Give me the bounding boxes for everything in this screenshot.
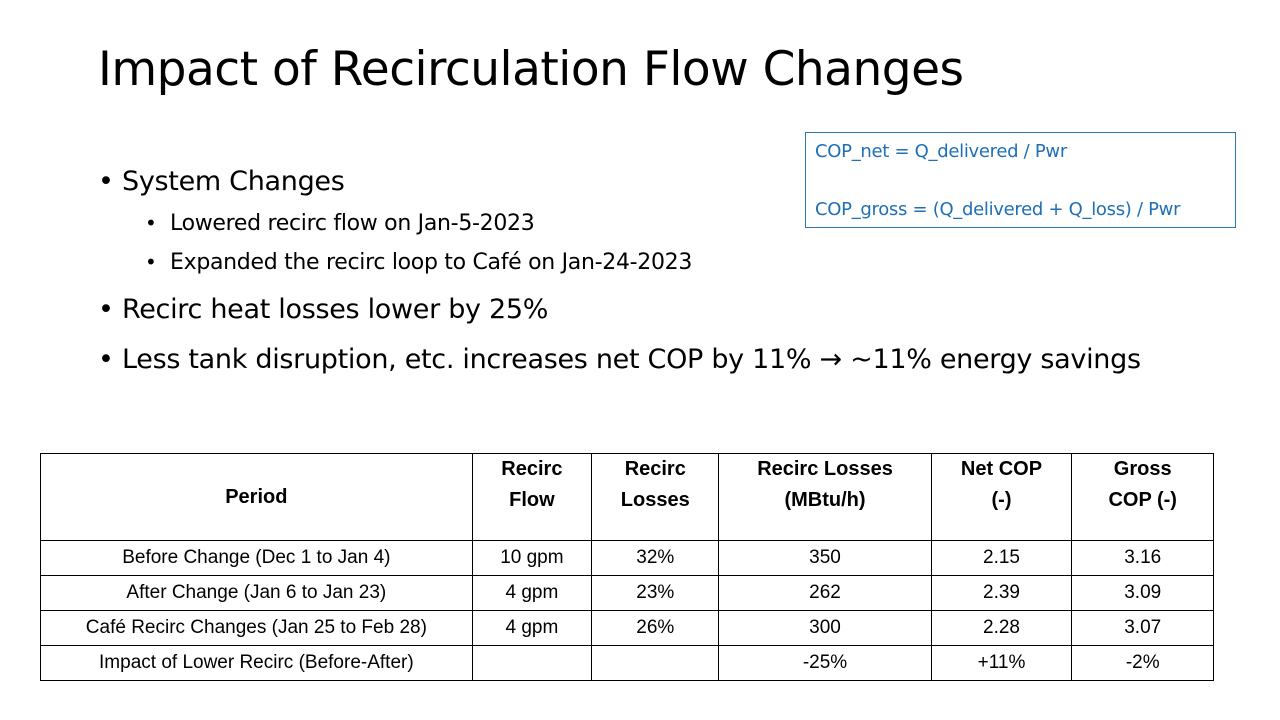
header-line: Gross: [1113, 458, 1172, 480]
cell-gross-cop: -2%: [1071, 645, 1214, 681]
header-period: Period: [40, 453, 473, 541]
cell-gross-cop: 3.09: [1071, 575, 1214, 611]
cell-losses: 26%: [591, 610, 720, 646]
header-line: (MBtu/h): [784, 489, 866, 511]
cell-mbtu: 350: [718, 540, 932, 576]
table-row: Before Change (Dec 1 to Jan 4) 10 gpm 32…: [40, 540, 1214, 576]
table-header-row: Period Recirc Flow Recirc Losses Recirc …: [40, 453, 1214, 541]
slide-title: Impact of Recirculation Flow Changes: [98, 42, 964, 97]
cell-losses: 23%: [591, 575, 720, 611]
cell-mbtu: 262: [718, 575, 932, 611]
header-recirc-losses: Recirc Losses: [591, 453, 720, 541]
bullet-dot: •: [98, 344, 114, 375]
cop-net-formula: COP_net = Q_delivered / Pwr: [815, 141, 1067, 162]
table-row: Impact of Lower Recirc (Before-After) -2…: [40, 645, 1214, 681]
cell-period: After Change (Jan 6 to Jan 23): [40, 575, 473, 611]
cell-losses: [591, 645, 720, 681]
bullet-dot: •: [98, 294, 114, 325]
cop-gross-formula: COP_gross = (Q_delivered + Q_loss) / Pwr: [815, 199, 1181, 220]
cell-gross-cop: 3.07: [1071, 610, 1214, 646]
header-recirc-losses-mbtu: Recirc Losses (MBtu/h): [718, 453, 932, 541]
bullet-dot: •: [145, 250, 157, 274]
bullet-heat-losses: • Recirc heat losses lower by 25%: [98, 294, 549, 325]
header-net-cop: Net COP (-): [930, 453, 1073, 541]
header-line: (-): [991, 489, 1012, 511]
cell-flow: [471, 645, 593, 681]
cell-net-cop: 2.39: [930, 575, 1073, 611]
cell-period: Café Recirc Changes (Jan 25 to Feb 28): [40, 610, 473, 646]
bullet-system-changes: • System Changes: [98, 166, 345, 197]
cell-mbtu: 300: [718, 610, 932, 646]
cell-net-cop: 2.28: [930, 610, 1073, 646]
header-recirc-flow: Recirc Flow: [471, 453, 593, 541]
bullet-text: Recirc heat losses lower by 25%: [122, 294, 549, 325]
sub-bullet-expanded-loop: • Expanded the recirc loop to Café on Ja…: [145, 250, 693, 275]
cell-gross-cop: 3.16: [1071, 540, 1214, 576]
sub-bullet-lowered-flow: • Lowered recirc flow on Jan-5-2023: [145, 211, 535, 236]
header-gross-cop: Gross COP (-): [1071, 453, 1214, 541]
cell-flow: 4 gpm: [471, 575, 593, 611]
table-row: Café Recirc Changes (Jan 25 to Feb 28) 4…: [40, 610, 1214, 646]
header-line: Recirc: [501, 458, 563, 480]
cell-flow: 10 gpm: [471, 540, 593, 576]
header-line: Net COP: [960, 458, 1043, 480]
bullet-text: Less tank disruption, etc. increases net…: [122, 344, 1141, 375]
header-line: Flow: [509, 489, 555, 511]
header-line: Losses: [620, 489, 690, 511]
cell-net-cop: 2.15: [930, 540, 1073, 576]
cop-formula-box: COP_net = Q_delivered / Pwr COP_gross = …: [805, 132, 1236, 228]
cell-period: Impact of Lower Recirc (Before-After): [40, 645, 473, 681]
table-row: After Change (Jan 6 to Jan 23) 4 gpm 23%…: [40, 575, 1214, 611]
bullet-net-cop: • Less tank disruption, etc. increases n…: [98, 344, 1141, 375]
recirc-impact-table: Period Recirc Flow Recirc Losses Recirc …: [40, 453, 1214, 681]
bullet-dot: •: [98, 166, 114, 197]
cell-losses: 32%: [591, 540, 720, 576]
cell-net-cop: +11%: [930, 645, 1073, 681]
header-line: COP (-): [1108, 489, 1177, 511]
header-line: Recirc: [624, 458, 686, 480]
cell-mbtu: -25%: [718, 645, 932, 681]
cell-period: Before Change (Dec 1 to Jan 4): [40, 540, 473, 576]
header-line: Recirc Losses: [757, 458, 893, 480]
bullet-dot: •: [145, 211, 157, 235]
bullet-text: Lowered recirc flow on Jan-5-2023: [170, 211, 535, 236]
bullet-text: Expanded the recirc loop to Café on Jan-…: [170, 250, 693, 275]
cell-flow: 4 gpm: [471, 610, 593, 646]
bullet-text: System Changes: [122, 166, 345, 197]
